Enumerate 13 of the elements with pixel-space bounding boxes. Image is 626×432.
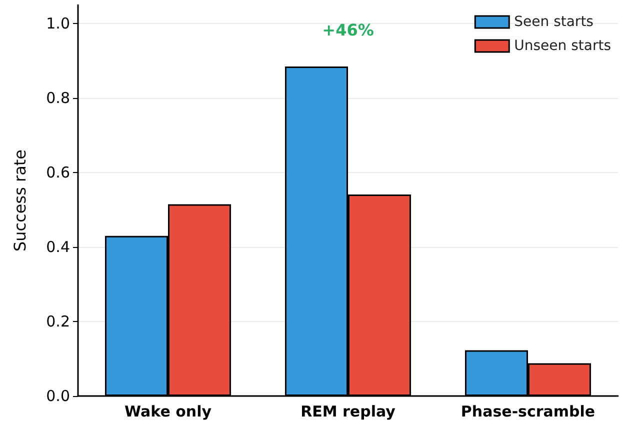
x-tick-label: Wake only [124,402,212,420]
x-tick-label: REM replay [300,402,396,420]
legend-label: Seen starts [514,14,594,30]
y-tick-label: 0.4 [46,238,70,256]
y-tick-label: 1.0 [46,14,70,33]
y-tick-label: 0.8 [46,89,70,108]
y-tick-label: 0.2 [46,312,70,331]
annotation: +46% [322,20,374,40]
y-tick-label: 0.0 [46,387,70,405]
y-tick-label: 0.6 [46,164,70,182]
x-tick-label: Phase-scramble [460,402,596,420]
legend-label: Unseen starts [514,38,612,54]
y-axis-title: Success rate [10,150,30,252]
